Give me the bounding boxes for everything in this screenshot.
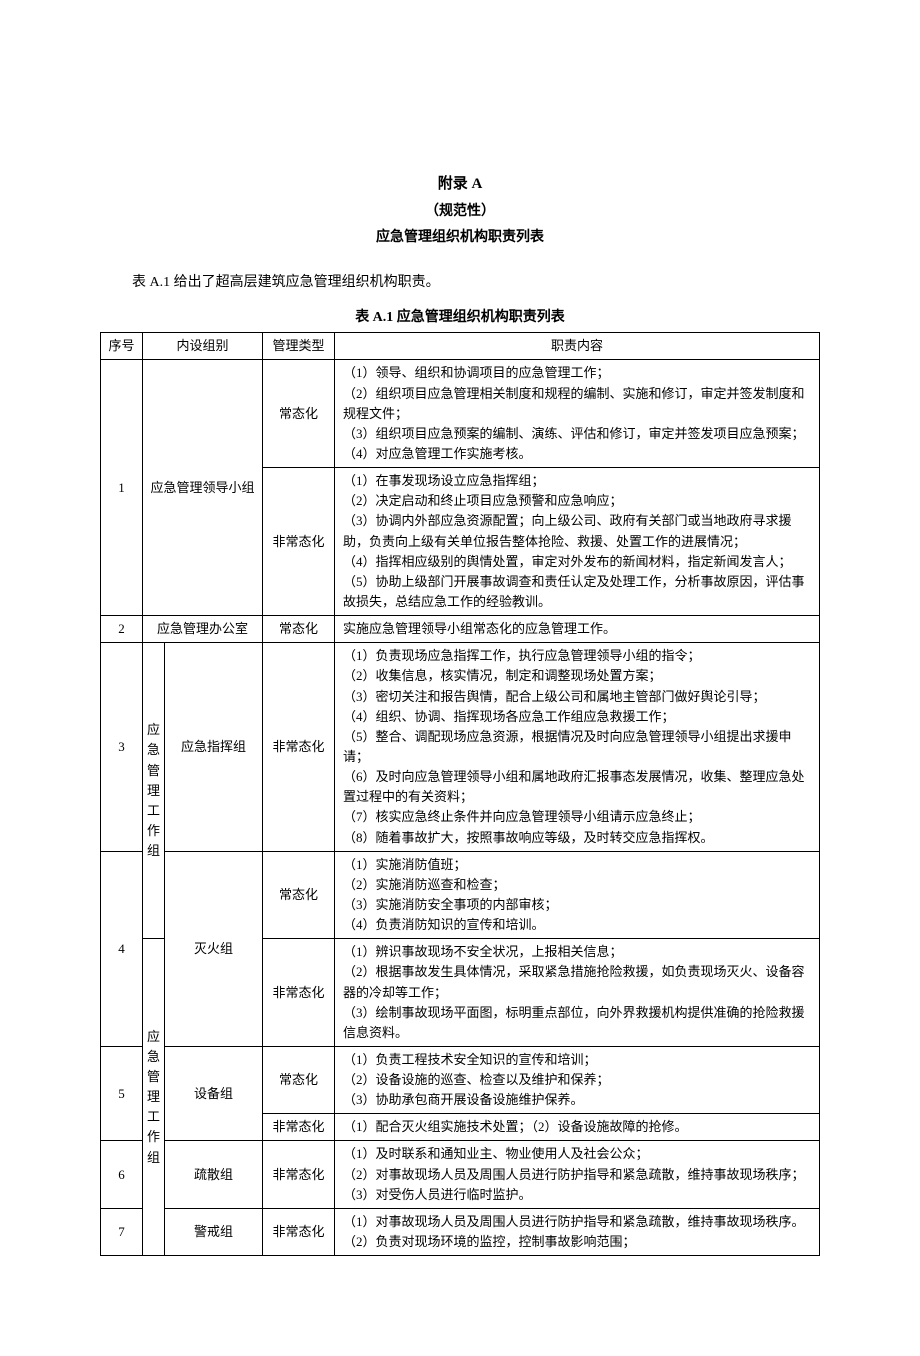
table-row: 1 应急管理领导小组 常态化 （1）领导、组织和协调项目的应急管理工作； （2）… bbox=[101, 360, 820, 468]
duties-table: 序号 内设组别 管理类型 职责内容 1 应急管理领导小组 常态化 （1）领导、组… bbox=[100, 332, 820, 1256]
table-row: 7 警戒组 非常态化 （1）对事故现场人员及周围人员进行防护指导和紧急疏散，维持… bbox=[101, 1208, 820, 1255]
duties-cell: （1）负责现场应急指挥工作，执行应急管理领导小组的指令； （2）收集信息，核实情… bbox=[335, 643, 820, 851]
table-row: 6 疏散组 非常态化 （1）及时联系和通知业主、物业使用人及社会公众； （2）对… bbox=[101, 1141, 820, 1208]
type-cell: 非常态化 bbox=[263, 643, 335, 851]
appendix-heading: 附录 A bbox=[100, 170, 820, 199]
table-title: 表 A.1 应急管理组织机构职责列表 bbox=[100, 306, 820, 326]
subgroup-cell: 设备组 bbox=[165, 1046, 263, 1141]
col-type: 管理类型 bbox=[263, 333, 335, 360]
group-vertical-label: 应急管理工作组 bbox=[143, 643, 165, 939]
group-cell: 应急管理领导小组 bbox=[143, 360, 263, 616]
seq-cell: 2 bbox=[101, 616, 143, 643]
subgroup-cell: 灭火组 bbox=[165, 851, 263, 1046]
col-group: 内设组别 bbox=[143, 333, 263, 360]
duties-cell: （1）在事发现场设立应急指挥组； （2）决定启动和终止项目应急预警和应急响应； … bbox=[335, 468, 820, 616]
duties-cell: （1）领导、组织和协调项目的应急管理工作； （2）组织项目应急管理相关制度和规程… bbox=[335, 360, 820, 468]
subgroup-cell: 警戒组 bbox=[165, 1208, 263, 1255]
table-row: 5 设备组 常态化 （1）负责工程技术安全知识的宣传和培训； （2）设备设施的巡… bbox=[101, 1046, 820, 1113]
seq-cell: 3 bbox=[101, 643, 143, 851]
type-cell: 常态化 bbox=[263, 616, 335, 643]
subgroup-cell: 应急指挥组 bbox=[165, 643, 263, 851]
table-header-row: 序号 内设组别 管理类型 职责内容 bbox=[101, 333, 820, 360]
duties-cell: （1）负责工程技术安全知识的宣传和培训； （2）设备设施的巡查、检查以及维护和保… bbox=[335, 1046, 820, 1113]
seq-cell: 4 bbox=[101, 851, 143, 1046]
document-subtitle: 应急管理组织机构职责列表 bbox=[100, 225, 820, 252]
seq-cell: 1 bbox=[101, 360, 143, 616]
subgroup-cell: 疏散组 bbox=[165, 1141, 263, 1208]
type-cell: 常态化 bbox=[263, 360, 335, 468]
seq-cell: 6 bbox=[101, 1141, 143, 1208]
duties-cell: （1）辨识事故现场不安全状况，上报相关信息； （2）根据事故发生具体情况，采取紧… bbox=[335, 939, 820, 1047]
type-cell: 非常态化 bbox=[263, 1141, 335, 1208]
table-row: 4 灭火组 常态化 （1）实施消防值班； （2）实施消防巡查和检查； （3）实施… bbox=[101, 851, 820, 939]
table-row: 3 应急管理工作组 应急指挥组 非常态化 （1）负责现场应急指挥工作，执行应急管… bbox=[101, 643, 820, 851]
duties-cell: （1）及时联系和通知业主、物业使用人及社会公众； （2）对事故现场人员及周围人员… bbox=[335, 1141, 820, 1208]
type-cell: 常态化 bbox=[263, 851, 335, 939]
normative-label: （规范性） bbox=[100, 199, 820, 226]
type-cell: 非常态化 bbox=[263, 468, 335, 616]
seq-cell: 5 bbox=[101, 1046, 143, 1141]
duties-cell: 实施应急管理领导小组常态化的应急管理工作。 bbox=[335, 616, 820, 643]
type-cell: 非常态化 bbox=[263, 939, 335, 1047]
table-row: 2 应急管理办公室 常态化 实施应急管理领导小组常态化的应急管理工作。 bbox=[101, 616, 820, 643]
duties-cell: （1）实施消防值班； （2）实施消防巡查和检查； （3）实施消防安全事项的内部审… bbox=[335, 851, 820, 939]
table-caption: 表 A.1 给出了超高层建筑应急管理组织机构职责。 bbox=[100, 270, 820, 297]
seq-cell: 7 bbox=[101, 1208, 143, 1255]
type-cell: 非常态化 bbox=[263, 1114, 335, 1141]
group-vertical-label: 应急管理工作组 bbox=[143, 939, 165, 1256]
duties-cell: （1）对事故现场人员及周围人员进行防护指导和紧急疏散，维持事故现场秩序。 （2）… bbox=[335, 1208, 820, 1255]
duties-cell: （1）配合灭火组实施技术处置；（2）设备设施故障的抢修。 bbox=[335, 1114, 820, 1141]
type-cell: 常态化 bbox=[263, 1046, 335, 1113]
col-duties: 职责内容 bbox=[335, 333, 820, 360]
group-cell: 应急管理办公室 bbox=[143, 616, 263, 643]
col-seq: 序号 bbox=[101, 333, 143, 360]
type-cell: 非常态化 bbox=[263, 1208, 335, 1255]
